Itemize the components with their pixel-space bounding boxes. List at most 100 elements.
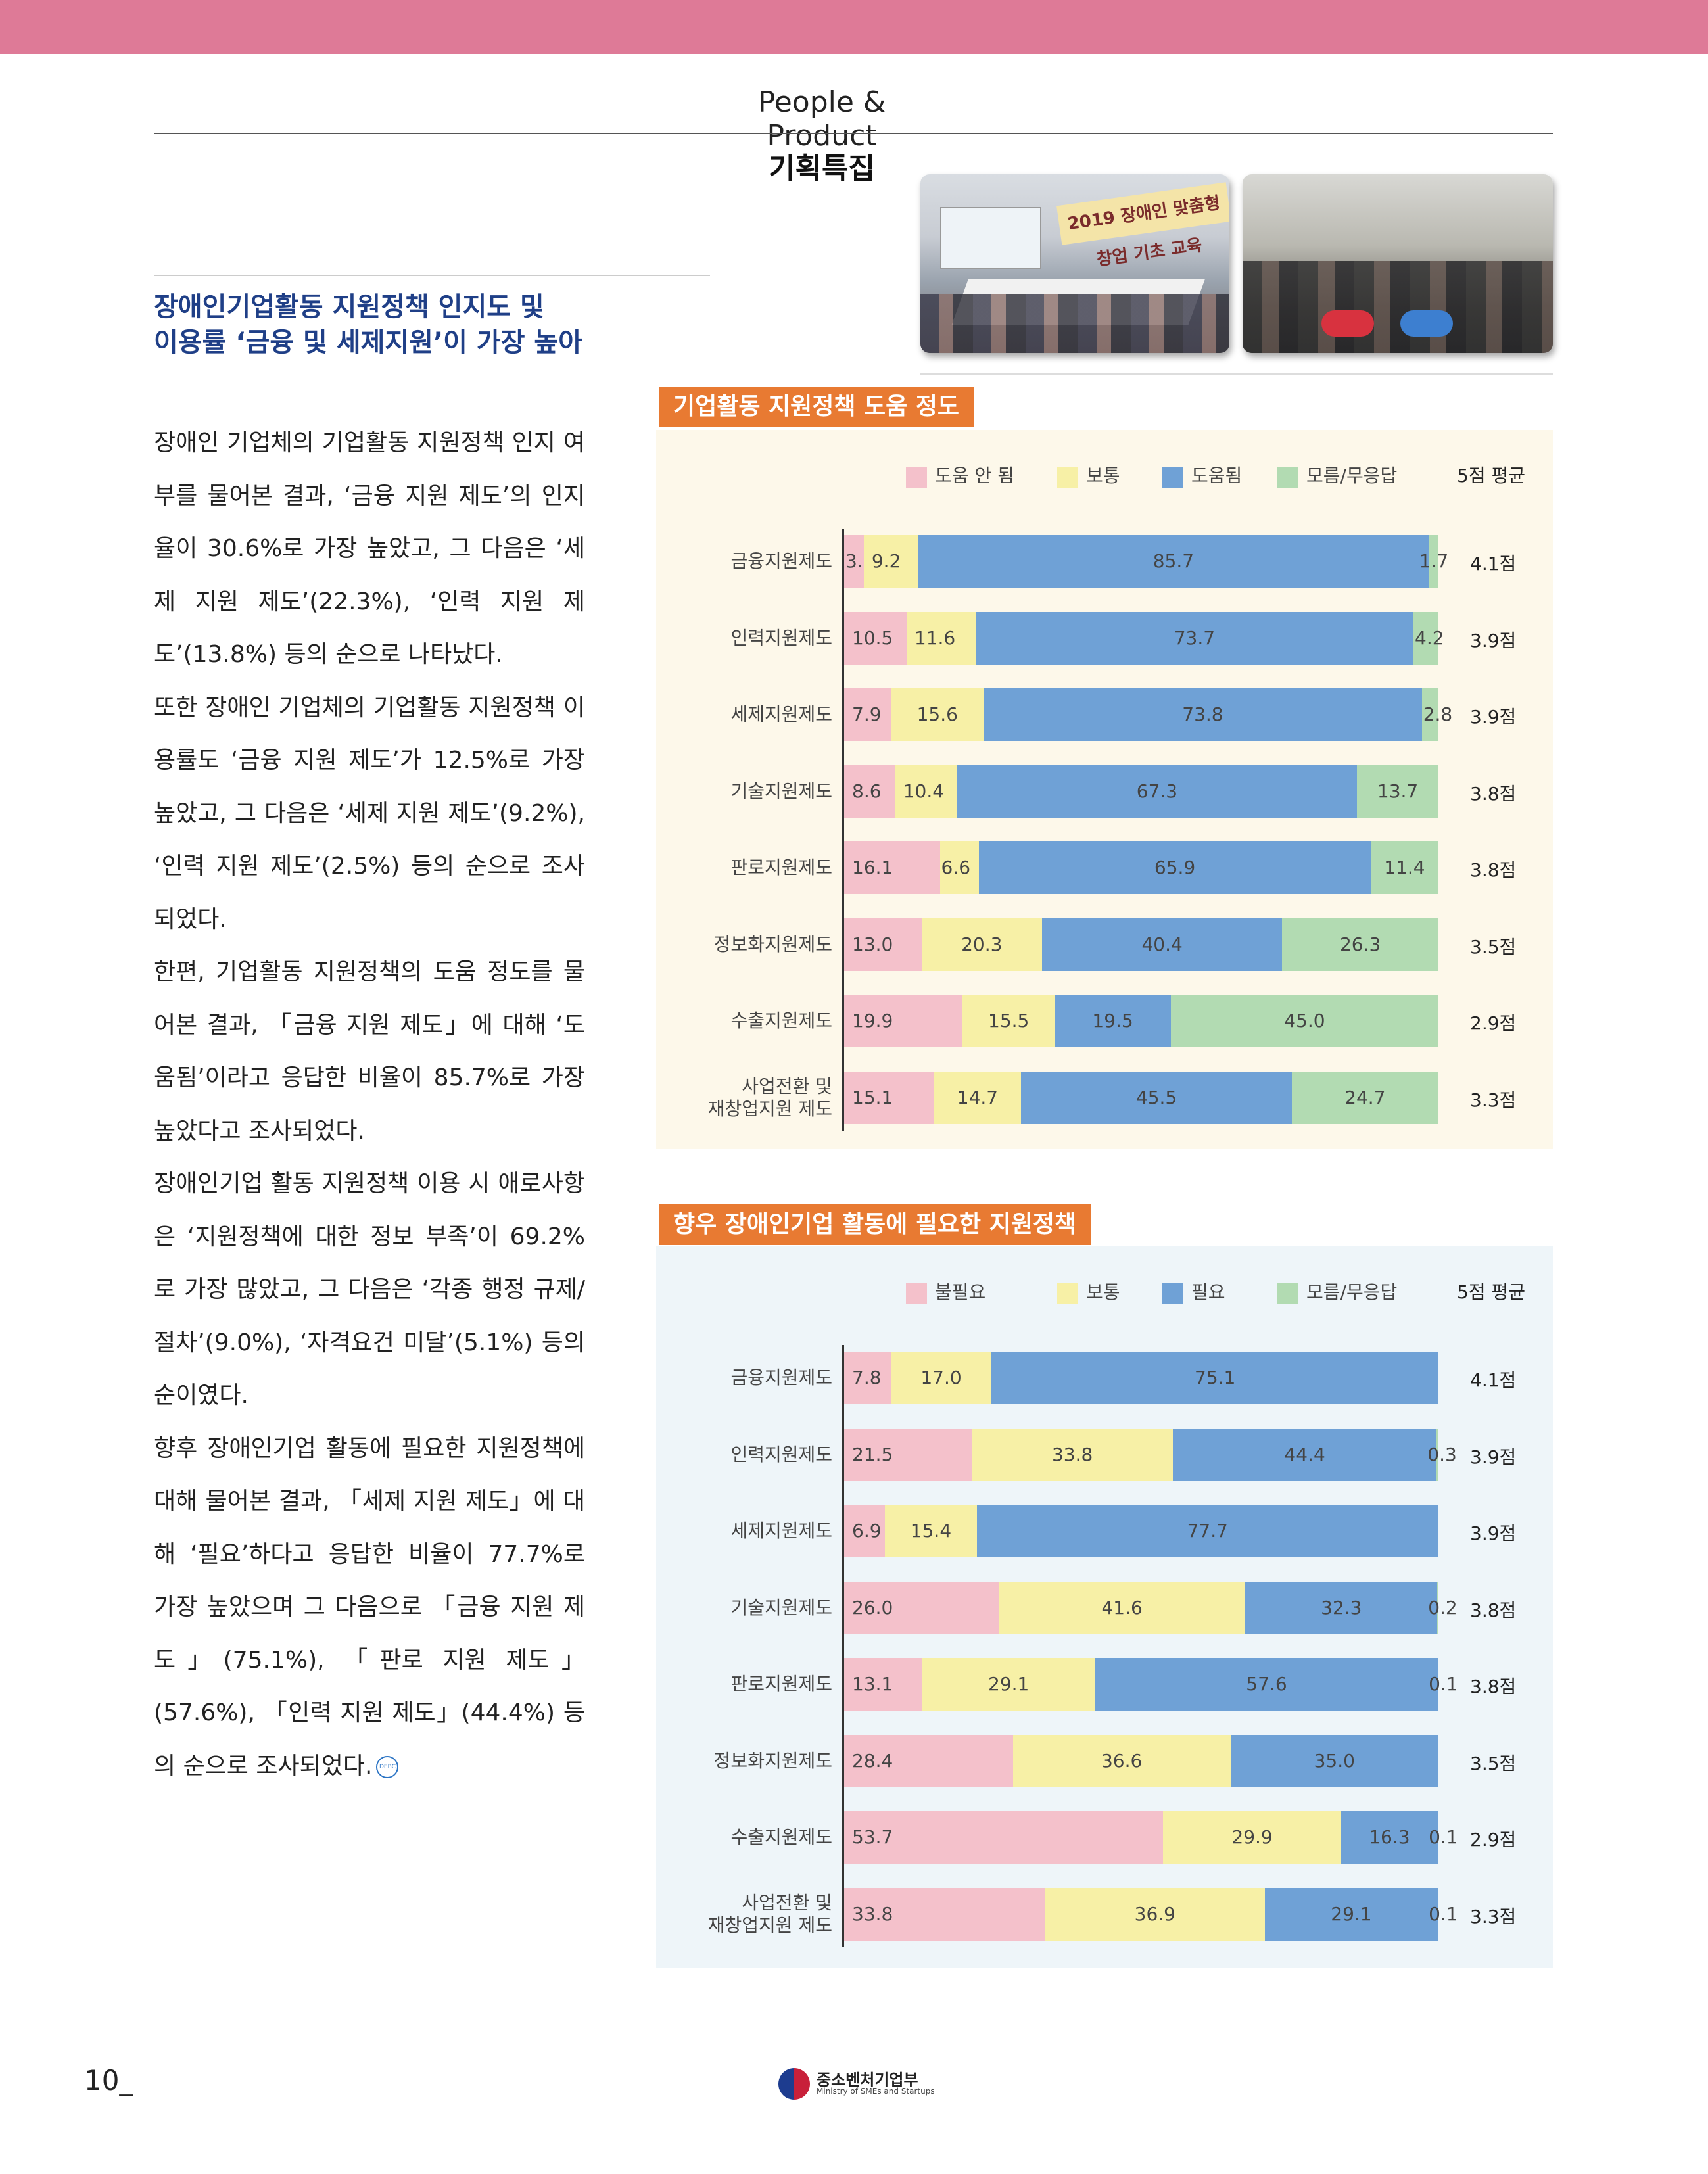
article-headline: 장애인기업활동 지원정책 인지도 및 이용률 ‘금융 및 세제지원’이 가장 높… [154,292,583,358]
chart2-title: 향우 장애인기업 활동에 필요한 지원정책 [659,1204,1091,1245]
data-label: 20.3 [961,933,1003,955]
debc-logo-icon: DEBC [376,1755,399,1778]
data-label: 8.6 [852,780,882,802]
bar-segment: 19.5 [1055,995,1171,1047]
category-label: 수출지원제도 [730,1010,832,1031]
legend-label: 모름/무응답 [1306,465,1398,486]
category-label: 판로지원제도 [730,1673,832,1695]
bar-segment: 16.1 [844,841,940,894]
category-label: 사업전환 및 재창업지원 제도 [707,1891,832,1936]
data-label: 57.6 [1246,1673,1287,1695]
category-label: 정보화지원제도 [713,1749,832,1772]
data-label: 33.8 [1051,1443,1093,1465]
legend-label: 불필요 [935,1281,986,1303]
data-label: 7.8 [852,1367,882,1388]
data-label: 0.2 [1428,1596,1458,1619]
data-label: 73.7 [1174,626,1216,649]
data-label: 11.6 [914,626,956,649]
bar-segment: 73.8 [984,688,1422,741]
stacked-bar: 21.5 33.8 44.4 0.3 [844,1428,1457,1481]
legend-label: 보통 [1086,465,1120,486]
data-label: 13.7 [1377,780,1419,802]
data-label: 15.5 [988,1010,1030,1031]
data-label: 85.7 [1152,550,1195,572]
bar-segment: 41.6 [998,1581,1246,1634]
bar-segment: 21.5 [844,1428,972,1481]
bar-segment: 73.7 [975,611,1414,665]
chart-needed-policy: 불필요 보통 필요 모름/무응답 5점 평균 금융지원제도 7.8 17.0 75.1 4.1점 인… [656,1246,1553,1968]
data-label: 1.7 [1419,550,1449,572]
stacked-bar: 13.1 29.1 57.6 0.1 [844,1658,1458,1711]
bar-segment: 16.3 [1340,1811,1438,1864]
data-label: 0.1 [1429,1826,1458,1848]
bar-segment: 77.7 [976,1505,1438,1557]
category-label: 기술지원제도 [730,780,832,802]
average-score: 2.9점 [1470,1829,1517,1851]
headline-divider [154,275,710,276]
data-label: 28.4 [852,1749,893,1772]
data-label: 65.9 [1154,857,1196,878]
average-score: 3.9점 [1470,629,1517,651]
bar-segment: 45.5 [1021,1071,1292,1124]
bar-segment: 33.8 [972,1428,1173,1481]
stacked-bar: 33.8 36.9 29.1 0.1 [844,1887,1458,1941]
average-header: 5점 평균 [1457,1281,1525,1303]
bar-segment: 13.1 [844,1658,922,1711]
legend-swatch [1057,1283,1078,1304]
bar-segment: 40.4 [1042,918,1283,971]
bar-segment: 10.4 [895,765,957,818]
data-label: 4.2 [1415,626,1444,649]
bar-segment: 1.7 [1419,535,1448,588]
data-label: 2.8 [1423,703,1453,725]
header-divider [154,133,1553,134]
legend-swatch [1162,467,1183,488]
category-label: 세제지원제도 [730,703,832,725]
legend-label: 필요 [1191,1281,1225,1303]
photo-drone-red [1321,310,1374,337]
photo-trainees [1243,261,1553,353]
data-label: 11.4 [1384,857,1425,878]
data-label: 29.9 [1231,1826,1273,1848]
stacked-bar: 53.7 29.9 16.3 0.1 [844,1811,1458,1864]
average-score: 4.1점 [1470,1369,1517,1391]
bar-segment: 32.3 [1245,1581,1438,1634]
bar-segment: 28.4 [844,1734,1013,1787]
legend-swatch [1277,467,1298,488]
data-label: 13.1 [852,1673,893,1695]
ministry-name: 중소벤처기업부 [817,2071,918,2089]
stacked-bar: 7.8 17.0 75.1 [844,1352,1438,1404]
bar-segment: 15.5 [962,995,1055,1047]
bar-segment: 14.7 [934,1071,1022,1124]
section-title: 기획특집 [769,152,875,185]
category-label: 판로지원제도 [730,857,832,878]
bar-segment: 26.0 [844,1581,999,1634]
bar-segment: 13.7 [1357,765,1438,818]
average-score: 3.3점 [1470,1089,1517,1111]
legend-label: 모름/무응답 [1306,1281,1398,1303]
average-header: 5점 평균 [1457,465,1525,486]
category-label: 정보화지원제도 [713,933,832,955]
data-label: 15.6 [916,703,958,725]
bar-segment: 29.9 [1163,1811,1341,1864]
data-label: 26.0 [852,1596,893,1619]
bar-segment: 20.3 [921,918,1043,971]
bar-segment: 2.8 [1421,688,1452,741]
legend-swatch [906,1283,927,1304]
bar-segment: 13.0 [844,918,922,971]
average-score: 3.5점 [1470,1752,1517,1774]
data-label: 19.5 [1092,1010,1133,1031]
bar-segment: 4.2 [1413,611,1444,665]
stacked-bar: 3.3 9.2 85.7 1.7 [844,535,1448,588]
data-label: 45.5 [1135,1086,1177,1108]
average-score: 3.8점 [1470,1599,1517,1621]
bar-segment: 15.4 [885,1505,977,1557]
bar-segment: 17.0 [890,1352,992,1404]
stacked-bar: 15.1 14.7 45.5 24.7 [844,1071,1438,1124]
legend-label: 보통 [1086,1281,1120,1303]
article-body: 장애인 기업체의 기업활동 지원정책 인지 여부를 물어본 결과, ‘금융 지원… [154,417,585,1793]
data-label: 33.8 [852,1902,893,1925]
category-label: 인력지원제도 [730,626,832,649]
average-score: 3.3점 [1470,1905,1517,1927]
average-score: 3.9점 [1470,706,1517,728]
bar-segment: 7.8 [844,1352,891,1404]
